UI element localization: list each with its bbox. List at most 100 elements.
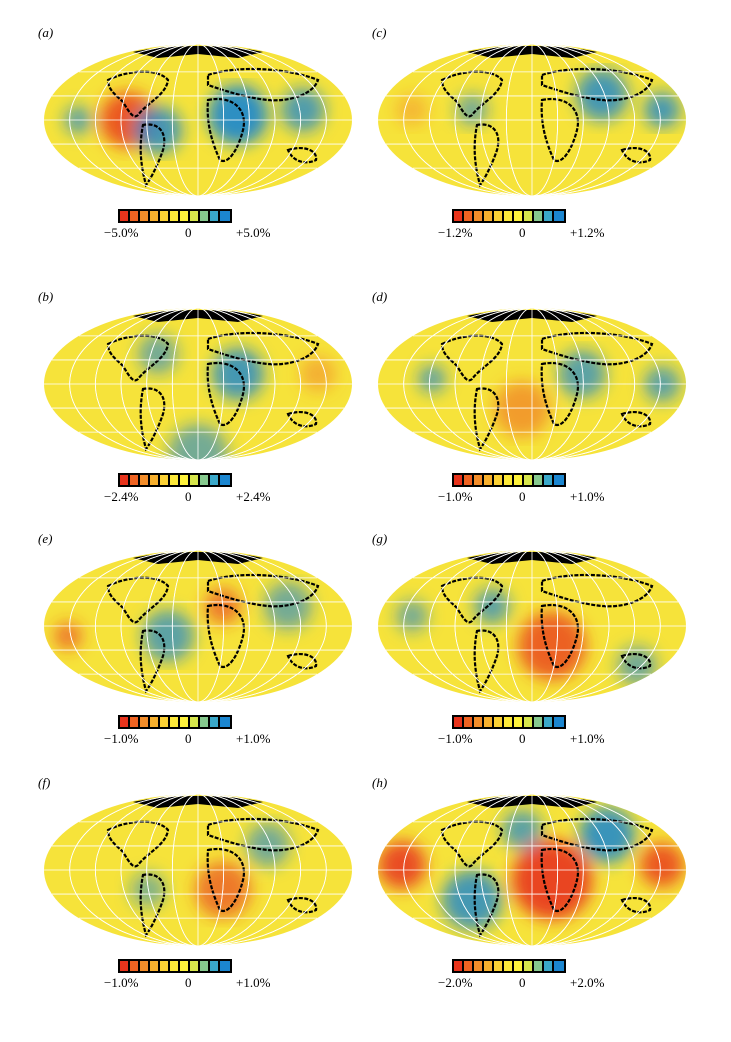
colorbar (118, 959, 232, 973)
colorbar-cell (454, 717, 464, 727)
graticule-meridian (505, 794, 559, 946)
colorbar-cell (190, 211, 200, 221)
graticule-meridian (480, 550, 584, 702)
graticule-meridian (480, 308, 584, 460)
colorbar-cell (200, 475, 210, 485)
colorbar-tick-max: +1.0% (570, 731, 605, 746)
coastline (540, 817, 654, 852)
coastline (620, 652, 652, 670)
graticule-meridian (94, 308, 302, 460)
anomaly-blob (644, 92, 680, 128)
panel-label: (f) (38, 775, 51, 790)
anomaly-blob (134, 106, 182, 154)
anomaly-blob (442, 870, 502, 930)
coastline (473, 387, 500, 452)
coastline (540, 361, 580, 427)
coastline (106, 70, 170, 118)
colorbar-tick-zero: 0 (185, 489, 192, 504)
colorbar-tick-zero: 0 (519, 489, 526, 504)
colorbar-cell (130, 211, 140, 221)
colorbar-cell (210, 211, 220, 221)
mollweide-map (44, 550, 352, 702)
mollweide-map (378, 794, 686, 946)
colorbar-cell (504, 475, 514, 485)
colorbar-cell (160, 717, 170, 727)
colorbar (118, 209, 232, 223)
graticule-meridian (94, 44, 302, 196)
colorbar (452, 209, 566, 223)
graticule-meridian (146, 308, 250, 460)
colorbar-cell (464, 717, 474, 727)
colorbar-cell (180, 475, 190, 485)
graticule-meridian (171, 44, 225, 196)
coastline (206, 361, 246, 427)
graticule-meridian (69, 550, 327, 702)
coastline (540, 67, 654, 102)
panel-label: (d) (372, 289, 388, 304)
colorbar (452, 715, 566, 729)
colorbar-tick-zero: 0 (519, 975, 526, 990)
colorbar (452, 473, 566, 487)
colorbar-tick-max: +2.4% (236, 489, 271, 504)
map-panel: (a) −5.0% 0 +5.0% (38, 26, 358, 256)
colorbar-cell (190, 717, 200, 727)
coastline (540, 97, 580, 163)
colorbar-cell (160, 961, 170, 971)
anomaly-blob (246, 823, 290, 867)
colorbar-cell (220, 961, 230, 971)
colorbar-cell (140, 961, 150, 971)
colorbar-tick-min: −5.0% (104, 225, 139, 240)
colorbar-cell (474, 475, 484, 485)
coastline (540, 331, 654, 366)
coastline (540, 603, 580, 669)
colorbar-cell (484, 717, 494, 727)
coastline (286, 896, 318, 914)
anomaly-blob (474, 588, 510, 624)
mollweide-map (378, 550, 686, 702)
coastline (206, 573, 320, 608)
panel-label: (h) (372, 775, 388, 790)
anomaly-blob (54, 622, 82, 650)
colorbar-tick-zero: 0 (519, 225, 526, 240)
map-panel: (d) −1.0% 0 +1.0% (372, 290, 692, 520)
coastline (620, 146, 652, 164)
mollweide-map (44, 794, 352, 946)
anomaly-blob (518, 612, 586, 680)
colorbar-cell (504, 717, 514, 727)
graticule-meridian (146, 794, 250, 946)
panel-label: (a) (38, 25, 54, 40)
colorbar-cell (170, 475, 180, 485)
colorbar-tick-max: +1.0% (236, 731, 271, 746)
colorbar-cell (494, 961, 504, 971)
graticule-meridian (94, 794, 302, 946)
anomaly-blob (617, 646, 657, 686)
graticule-meridian (69, 44, 327, 196)
coastline (540, 847, 580, 913)
colorbar-tick-max: +1.0% (570, 489, 605, 504)
graticule-meridian (69, 794, 327, 946)
graticule-meridian (120, 794, 276, 946)
anomaly-blob (300, 356, 336, 392)
graticule-meridian (428, 794, 636, 946)
colorbar-cell (554, 475, 564, 485)
coastline (139, 123, 166, 188)
coastline (620, 896, 652, 914)
graticule-meridian (505, 44, 559, 196)
map-panel: (c) −1.2% 0 +1.2% (372, 26, 692, 256)
colorbar-cell (130, 961, 140, 971)
colorbar-cell (524, 211, 534, 221)
colorbar-cell (514, 717, 524, 727)
coastline (206, 603, 246, 669)
colorbar-cell (534, 961, 544, 971)
graticule-meridian (428, 308, 636, 460)
colorbar-cell (474, 211, 484, 221)
anomaly-blob (142, 610, 194, 662)
coastline (206, 847, 246, 913)
coastline (540, 573, 654, 608)
coastline (620, 410, 652, 428)
anomaly-blob (579, 807, 635, 863)
mollweide-map (44, 308, 352, 460)
graticule-meridian (146, 44, 250, 196)
colorbar-cell (140, 475, 150, 485)
colorbar-cell (534, 717, 544, 727)
